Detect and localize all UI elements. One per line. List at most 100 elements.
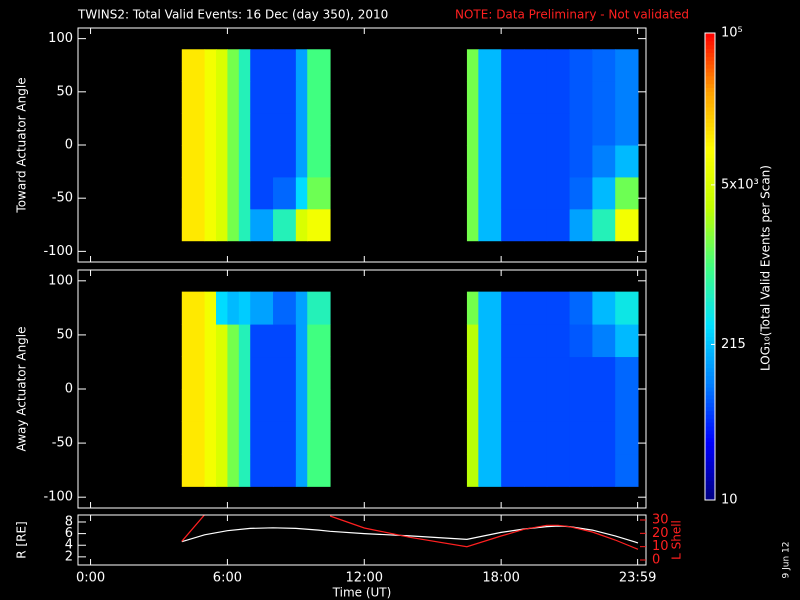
- colorbar-band: [705, 371, 715, 376]
- heatmap-cell: [523, 81, 548, 114]
- x-axis-label: Time (UT): [332, 586, 392, 600]
- colorbar-band: [705, 153, 715, 159]
- colorbar-band: [705, 235, 715, 240]
- colorbar-band: [705, 223, 715, 229]
- y-tick-label: -100: [43, 490, 73, 505]
- colorbar-band: [705, 118, 715, 124]
- heatmap-cell: [250, 453, 274, 487]
- heatmap-cell: [250, 421, 274, 455]
- colorbar-band: [705, 52, 715, 57]
- colorbar-band: [705, 106, 715, 112]
- heatmap-cell: [615, 176, 639, 210]
- heatmap-cell: [295, 81, 308, 114]
- heatmap-cell: [181, 421, 206, 455]
- heatmap-cell: [501, 113, 525, 146]
- heatmap-cell: [523, 324, 548, 358]
- colorbar-band: [705, 352, 715, 357]
- y-tick-label: 0: [65, 382, 73, 397]
- colorbar-band: [705, 472, 715, 478]
- colorbar-band: [705, 488, 715, 493]
- heatmap-cell: [523, 176, 548, 210]
- heatmap-cell: [546, 113, 571, 146]
- heatmap-cell: [295, 208, 308, 242]
- colorbar-band: [705, 344, 715, 349]
- colorbar-band: [705, 367, 715, 373]
- heatmap-cell: [466, 324, 479, 358]
- y-axis-label: Toward Actuator Angle: [15, 77, 29, 213]
- heatmap-cell: [307, 421, 331, 455]
- heatmap-cell: [501, 291, 525, 325]
- heatmap-cell: [592, 81, 616, 114]
- colorbar-band: [705, 429, 715, 435]
- y2-tick-label: 20: [652, 526, 669, 541]
- y-tick-label: -50: [52, 436, 73, 451]
- colorbar-band: [705, 79, 715, 85]
- colorbar-band: [705, 348, 715, 353]
- heatmap-cell: [592, 421, 616, 455]
- colorbar-band: [705, 313, 715, 318]
- colorbar-band: [705, 285, 715, 291]
- heatmap-cell: [307, 389, 331, 422]
- heatmap-cell: [615, 389, 639, 422]
- heatmap-cell: [478, 145, 502, 178]
- heatmap-cell: [238, 113, 251, 146]
- y-axis-label: Away Actuator Angle: [15, 326, 29, 451]
- heatmap-cell: [216, 81, 228, 114]
- heatmap-cell: [466, 421, 479, 455]
- heatmap-cell: [569, 145, 593, 178]
- y-tick-label: 50: [56, 327, 73, 342]
- colorbar-band: [705, 422, 715, 427]
- y-tick-label: 2: [65, 549, 73, 564]
- heatmap-cell: [238, 421, 251, 455]
- heatmap-cell: [478, 389, 502, 422]
- heatmap-cell: [273, 291, 297, 325]
- heatmap-cell: [273, 324, 297, 358]
- heatmap-cell: [569, 49, 593, 82]
- heatmap-cell: [478, 49, 502, 82]
- colorbar-band: [705, 391, 715, 396]
- heatmap-cell: [273, 81, 297, 114]
- heatmap-cell: [250, 113, 274, 146]
- heatmap-cell: [592, 113, 616, 146]
- colorbar-band: [705, 394, 715, 400]
- colorbar-band: [705, 134, 715, 139]
- heatmap-cell: [569, 356, 593, 390]
- heatmap-cell: [569, 81, 593, 114]
- heatmap-cell: [204, 324, 217, 358]
- colorbar-band: [705, 262, 715, 267]
- heatmap-cell: [216, 113, 228, 146]
- heatmap-cell: [250, 356, 274, 390]
- colorbar-band: [705, 359, 715, 365]
- colorbar-band: [705, 212, 715, 217]
- heatmap-cell: [615, 356, 639, 390]
- heatmap-cell: [615, 421, 639, 455]
- colorbar-band: [705, 60, 715, 65]
- heatmap-cell: [273, 208, 297, 242]
- colorbar-band: [705, 418, 715, 423]
- heatmap-cell: [216, 356, 228, 390]
- heatmap-cell: [250, 176, 274, 210]
- colorbar-band: [705, 449, 715, 454]
- heatmap-cell: [295, 421, 308, 455]
- heatmap-cell: [501, 453, 525, 487]
- heatmap-cell: [181, 145, 206, 178]
- y-tick-label: -100: [43, 244, 73, 259]
- heatmap-cell: [592, 356, 616, 390]
- colorbar-band: [705, 340, 715, 345]
- heatmap-cell: [204, 145, 217, 178]
- colorbar-band: [705, 196, 715, 201]
- heatmap-cell: [204, 208, 217, 242]
- colorbar-band: [705, 433, 715, 439]
- colorbar-band: [705, 239, 715, 244]
- heatmap-cell: [181, 208, 206, 242]
- colorbar-band: [705, 297, 715, 303]
- heatmap-cell: [250, 145, 274, 178]
- heatmap-cell: [250, 49, 274, 82]
- heatmap-cell: [307, 356, 331, 390]
- heatmap-cell: [466, 145, 479, 178]
- colorbar-band: [705, 68, 715, 73]
- heatmap-cell: [546, 389, 571, 422]
- colorbar-band: [705, 258, 715, 264]
- heatmap-cell: [466, 208, 479, 242]
